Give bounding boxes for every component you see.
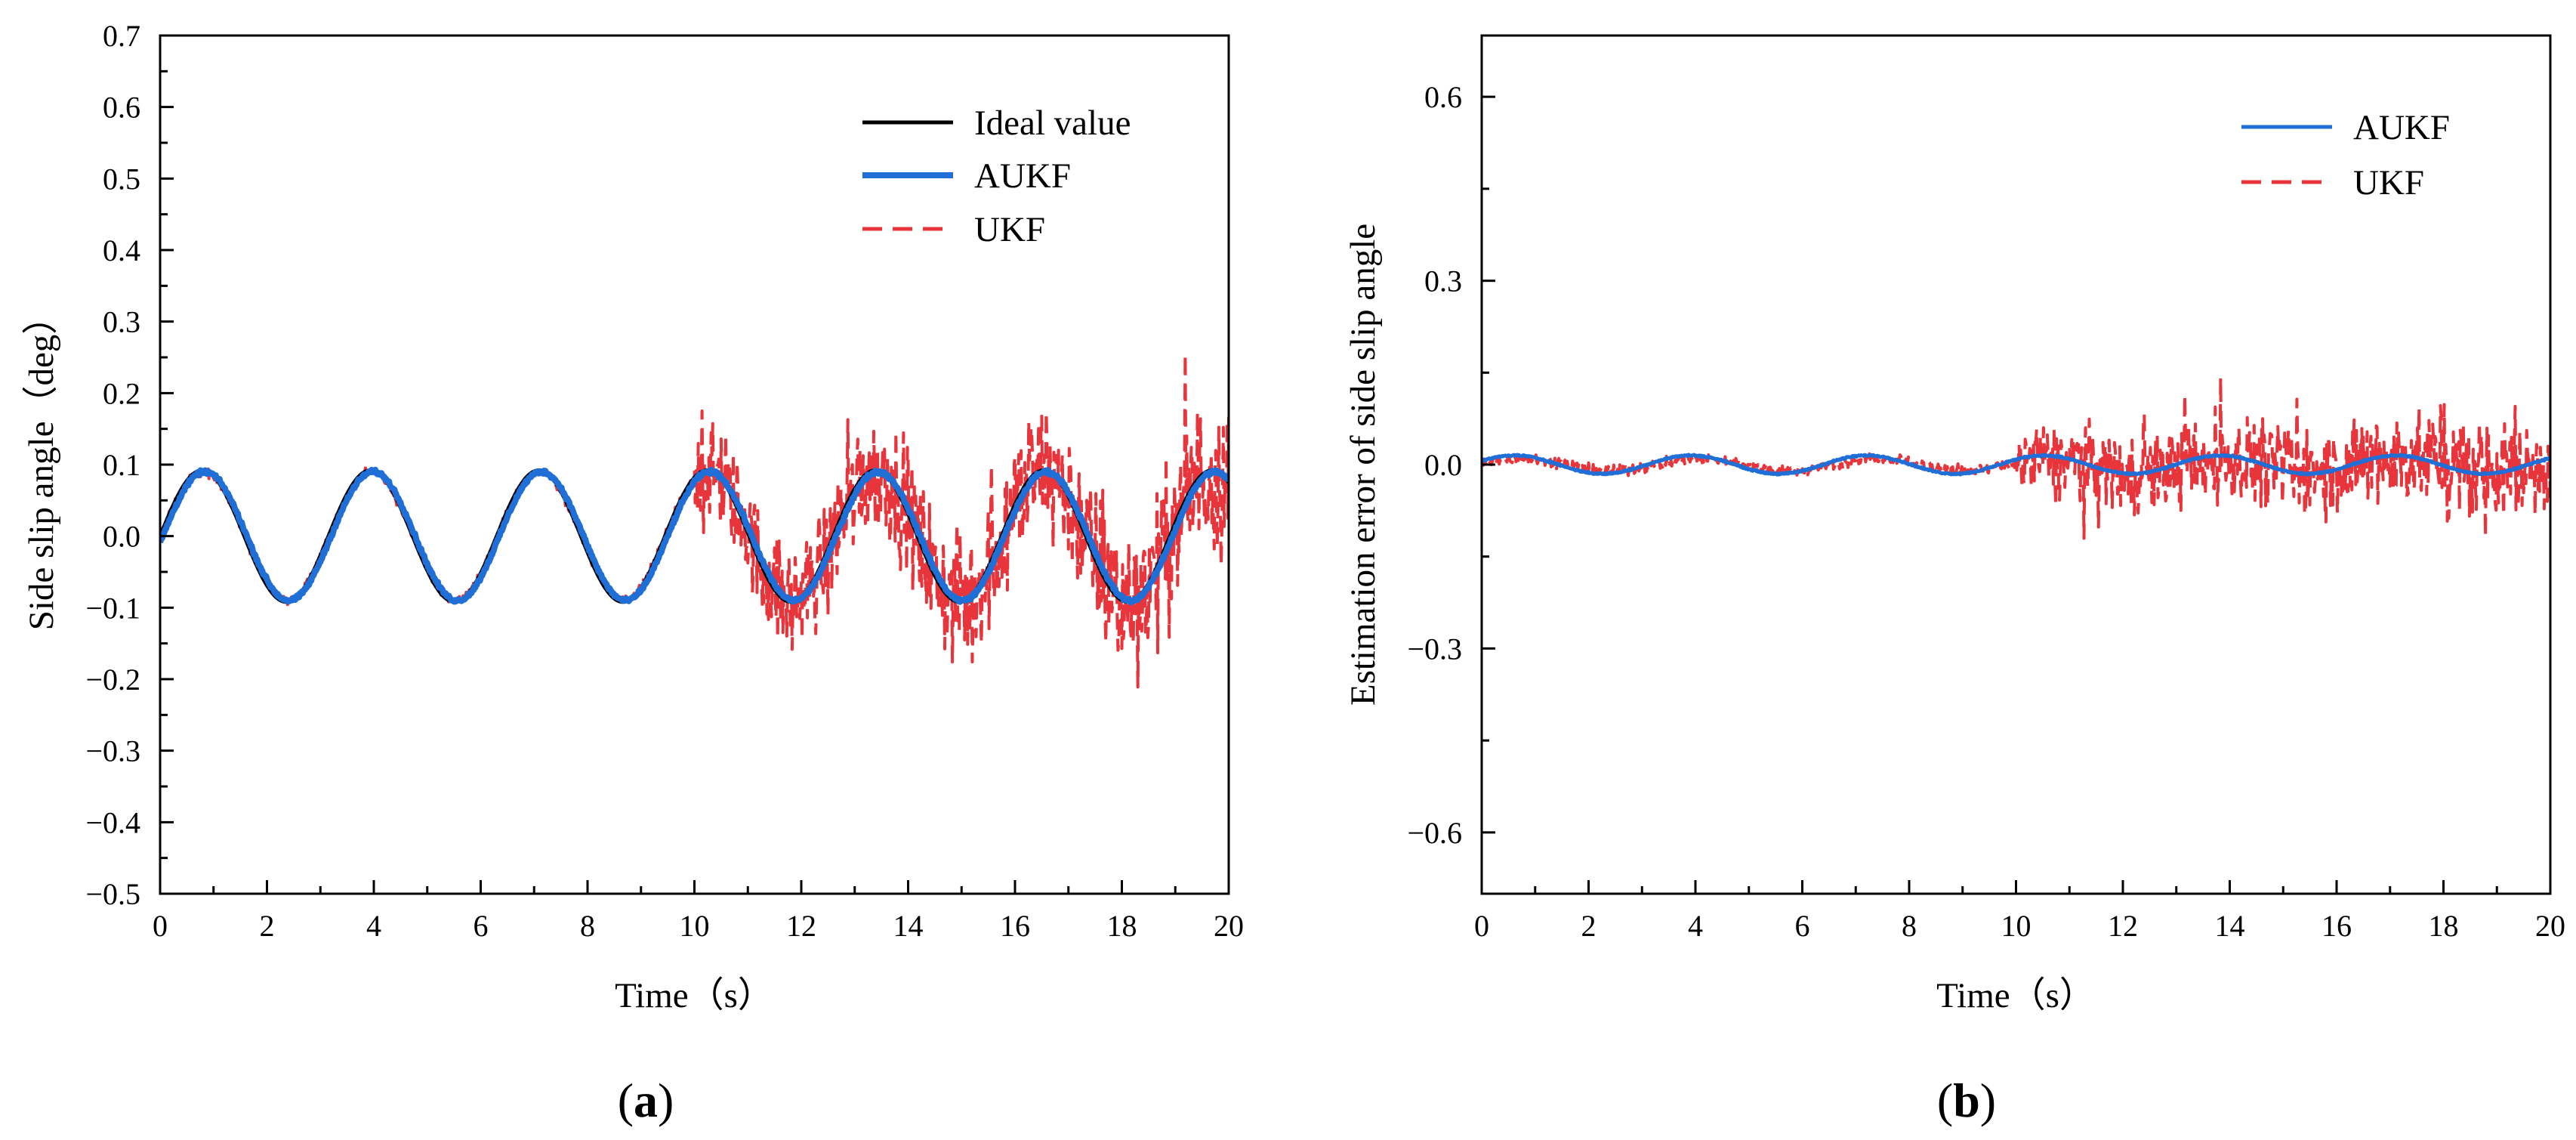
legend-b-aukf-label: AUKF [2353, 108, 2450, 147]
legend-a-ideal-label: Ideal value [974, 103, 1131, 143]
y-tick-label: 0.3 [1424, 264, 1462, 298]
x-tick-label: 8 [580, 909, 595, 943]
series-line-aukf [1482, 453, 2550, 477]
series-line-aukf [160, 466, 1229, 606]
x-tick-label: 0 [153, 909, 168, 943]
y-tick-label: −0.5 [85, 877, 140, 911]
x-tick-label: 12 [2108, 909, 2138, 943]
x-tick-label: 10 [2001, 909, 2031, 943]
x-tick-label: 4 [366, 909, 381, 943]
x-tick-label: 18 [2429, 909, 2459, 943]
y-tick-label: −0.3 [1407, 632, 1462, 666]
x-tick-label: 2 [260, 909, 275, 943]
y-tick-label: −0.1 [85, 591, 140, 625]
panel-a-plot-area [160, 352, 1229, 689]
x-tick-label: 20 [2535, 909, 2565, 943]
panel-b-y-ticks: −0.6 −0.3 0.0 0.3 0.6 [1407, 80, 1495, 850]
y-tick-label: 0.5 [103, 162, 140, 196]
x-tick-label: 0 [1474, 909, 1489, 943]
x-tick-label: 18 [1107, 909, 1137, 943]
panel-b-legend: AUKF UKF [2241, 108, 2450, 202]
x-tick-label: 16 [1000, 909, 1030, 943]
x-tick-label: 12 [786, 909, 816, 943]
panel-b-plot-area [1482, 375, 2550, 540]
y-tick-label: −0.2 [85, 663, 140, 697]
y-tick-label: 0.6 [1424, 80, 1462, 114]
panel-a-chart: 0 2 4 6 8 10 12 14 16 18 20 −0.5 −0.4 −0.3 −0.2 −0.1 0.… [22, 19, 1244, 1127]
panel-a-x-ticks: 0 2 4 6 8 10 12 14 16 18 20 [153, 880, 1244, 943]
panel-b-x-ticks: 0 2 4 6 8 10 12 14 16 18 20 [1474, 880, 2565, 943]
y-tick-label: 0.4 [103, 233, 140, 267]
legend-a-ukf-label: UKF [974, 210, 1045, 249]
y-tick-label: −0.6 [1407, 816, 1462, 850]
y-tick-label: 0.0 [1424, 448, 1462, 482]
panel-a-y-axis-label: Side slip angle（deg） [22, 299, 61, 631]
panel-a-x-axis-label: Time（s） [615, 976, 773, 1015]
legend-a-aukf-label: AUKF [974, 156, 1071, 196]
x-tick-label: 14 [2215, 909, 2245, 943]
panel-b-caption: (b) [1937, 1074, 1996, 1127]
panel-a-y-ticks: −0.5 −0.4 −0.3 −0.2 −0.1 0.0 0.1 0.2 0.3 0.4 0.5 0.… [85, 19, 174, 911]
panel-a-legend: Ideal value AUKF UKF [862, 103, 1131, 249]
panel-a-caption: (a) [618, 1074, 674, 1127]
x-tick-label: 16 [2321, 909, 2352, 943]
series-line-ukf [160, 352, 1229, 689]
y-tick-label: 0.2 [103, 376, 140, 410]
panel-b-x-axis-label: Time（s） [1936, 976, 2095, 1015]
y-tick-label: 0.0 [103, 520, 140, 554]
y-tick-label: 0.3 [103, 305, 140, 339]
y-tick-label: 0.6 [103, 91, 140, 125]
x-tick-label: 6 [474, 909, 489, 943]
y-tick-label: 0.7 [103, 19, 140, 53]
y-tick-label: 0.1 [103, 448, 140, 482]
x-tick-label: 2 [1581, 909, 1597, 943]
x-tick-label: 20 [1214, 909, 1244, 943]
x-tick-label: 10 [680, 909, 710, 943]
x-tick-label: 14 [893, 909, 924, 943]
x-tick-label: 8 [1902, 909, 1917, 943]
panel-b-y-axis-label: Estimation error of side slip angle [1344, 224, 1383, 706]
x-tick-label: 4 [1688, 909, 1703, 943]
y-tick-label: −0.4 [85, 805, 140, 839]
panel-b-chart: 0 2 4 6 8 10 12 14 16 18 20 −0.6 −0.3 0.0 0.3 0.6 Time… [1344, 34, 2565, 1127]
y-tick-label: −0.3 [85, 734, 140, 768]
x-tick-label: 6 [1795, 909, 1810, 943]
legend-b-ukf-label: UKF [2353, 163, 2424, 202]
